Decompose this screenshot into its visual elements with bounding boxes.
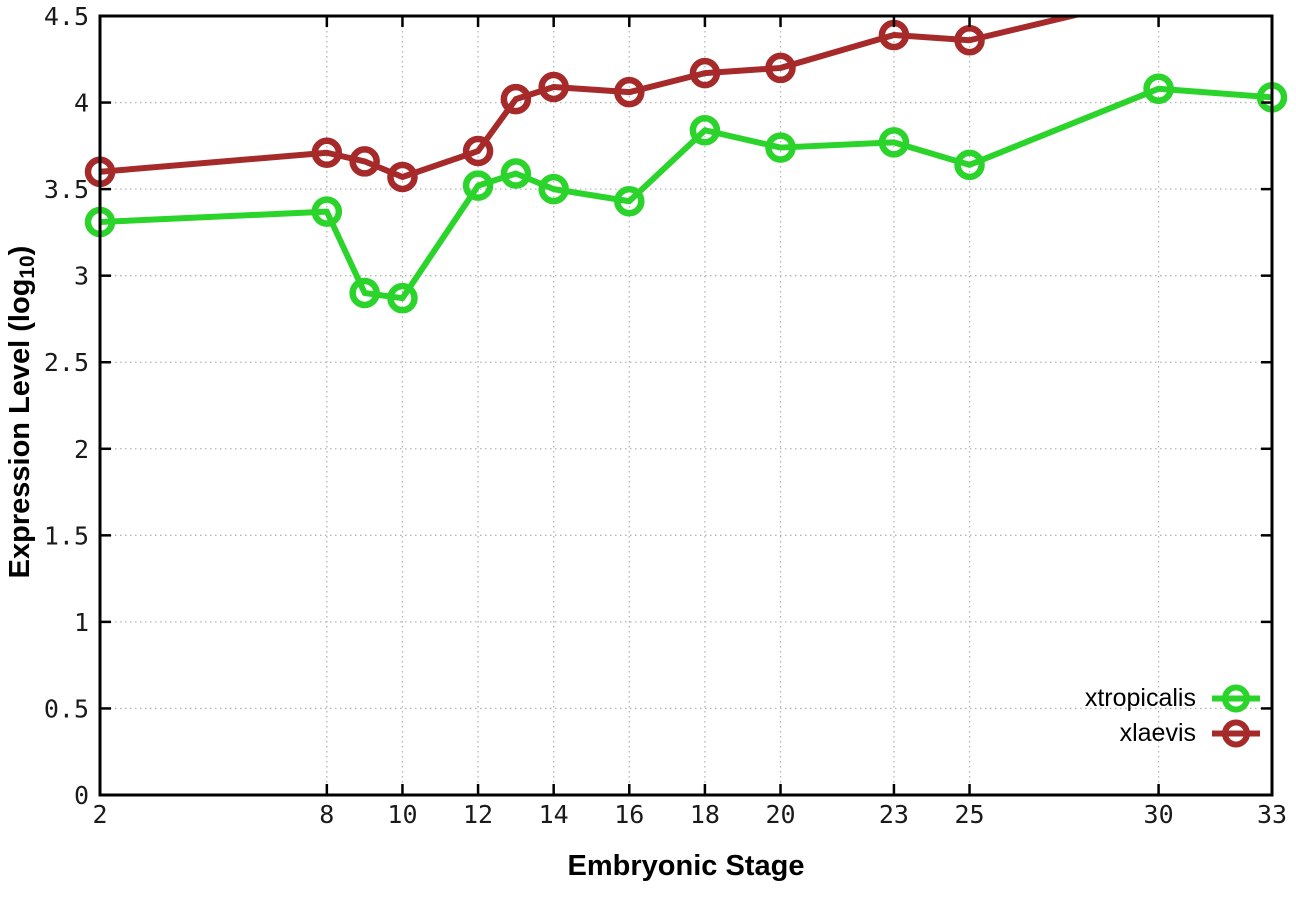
series-line-xtropicalis (100, 85, 1272, 302)
data-point-xtropicalis (311, 196, 343, 227)
x-tick-label: 12 (463, 800, 493, 829)
legend-point-sample-icon (1222, 719, 1250, 748)
x-tick-label: 23 (879, 800, 909, 829)
x-tick-label: 30 (1144, 800, 1174, 829)
y-tick-label: 4 (74, 89, 89, 118)
x-tick-label: 8 (319, 800, 334, 829)
legend-label-xlaevis: xlaevis (1119, 719, 1196, 747)
x-tick-label: 2 (92, 800, 107, 829)
x-tick-label: 20 (765, 800, 795, 829)
data-point-xlaevis (387, 161, 418, 193)
y-axis-title: Expression Level (log10) (4, 246, 40, 579)
data-point-xtropicalis (689, 115, 721, 146)
x-tick-label: 14 (539, 800, 569, 829)
legend-entry-xlaevis: xlaevis (1120, 717, 1262, 750)
data-point-xtropicalis (1143, 73, 1174, 104)
data-point-xtropicalis (878, 127, 910, 158)
x-tick-label: 18 (690, 800, 720, 829)
x-axis-title: Embryonic Stage (567, 850, 805, 882)
legend-marker-xtropicalis (1212, 684, 1260, 713)
data-point-xlaevis (765, 52, 796, 84)
y-axis-title-subscript: 10 (16, 255, 40, 279)
data-point-xlaevis (689, 57, 721, 89)
legend-point-sample-icon (1222, 684, 1250, 713)
data-point-xlaevis (538, 71, 569, 103)
y-tick-label: 4.5 (44, 2, 89, 31)
legend: xtropicalis xlaevis (1085, 682, 1262, 750)
data-point-xtropicalis (387, 282, 418, 314)
x-tick-label: 33 (1257, 800, 1287, 829)
data-point-xtropicalis (462, 170, 494, 201)
y-tick-label: 2 (74, 435, 89, 464)
data-point-xlaevis (349, 146, 380, 177)
y-tick-label: 3 (74, 262, 89, 291)
data-point-xtropicalis (538, 173, 569, 205)
data-point-xtropicalis (765, 132, 796, 163)
y-tick-label: 1.5 (44, 521, 89, 550)
y-axis-title-text: Expression Level (log (3, 278, 36, 579)
data-point-xtropicalis (614, 185, 645, 217)
y-axis-title-suffix: ) (3, 245, 36, 256)
x-tick-label: 16 (614, 800, 644, 829)
data-point-xtropicalis (349, 277, 380, 309)
data-point-xlaevis (614, 76, 645, 108)
data-point-xlaevis (954, 24, 985, 56)
x-tick-label: 10 (387, 800, 417, 829)
y-tick-label: 0.5 (44, 694, 89, 723)
legend-label-xtropicalis: xtropicalis (1084, 684, 1196, 712)
data-point-xlaevis (500, 83, 532, 115)
legend-entry-xtropicalis: xtropicalis (1085, 682, 1262, 715)
data-point-xlaevis (311, 137, 343, 169)
x-tick-label: 25 (954, 800, 984, 829)
y-tick-label: 2.5 (44, 348, 89, 377)
plot-border (98, 14, 1274, 797)
data-point-xtropicalis (954, 149, 985, 181)
legend-marker-xlaevis (1212, 719, 1260, 748)
data-point-xlaevis (462, 135, 494, 167)
y-tick-label: 0 (74, 781, 89, 810)
y-tick-label: 3.5 (44, 175, 89, 204)
y-tick-label: 1 (74, 608, 89, 637)
series-line-xlaevis (100, 16, 1085, 180)
data-point-xtropicalis (500, 158, 532, 189)
